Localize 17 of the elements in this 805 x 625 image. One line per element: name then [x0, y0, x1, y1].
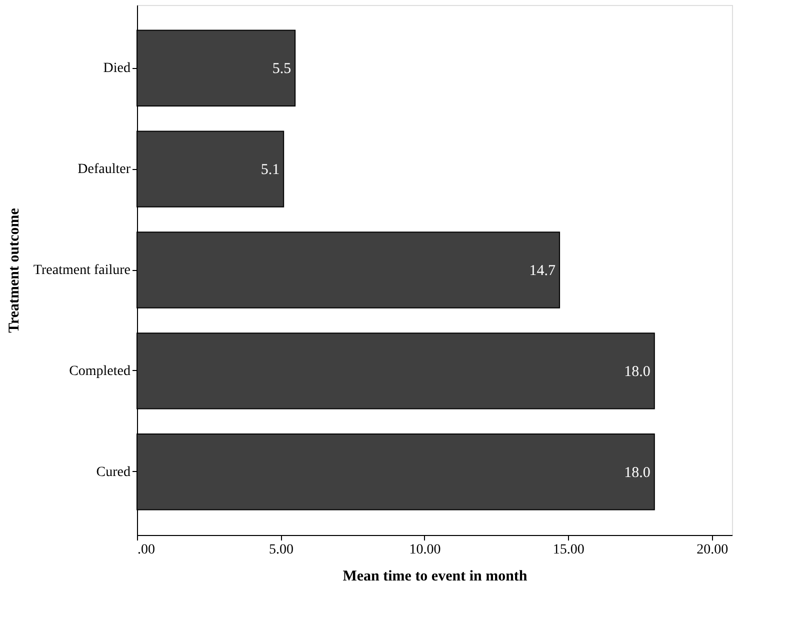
data-label: 18.0 [624, 464, 650, 481]
x-axis-title: Mean time to event in month [342, 568, 528, 584]
y-tick-label: Cured [96, 464, 130, 480]
y-tick-label: Died [103, 61, 130, 76]
y-tick-label: Completed [69, 364, 130, 379]
data-label: 18.0 [624, 364, 650, 380]
y-tick-label: Treatment failure [33, 263, 130, 278]
x-tick-label: 20.00 [696, 542, 728, 558]
y-tick-label: Defaulter [78, 162, 131, 178]
x-tick-label: 15.00 [552, 542, 584, 558]
x-tick-label: 5.00 [268, 542, 294, 558]
data-label: 5.1 [260, 162, 280, 178]
data-label: 14.7 [529, 263, 556, 279]
y-axis-title: Treatment outcome [6, 208, 22, 333]
data-label: 5.5 [272, 61, 292, 78]
x-tick-label: .00 [138, 542, 155, 558]
x-tick-label: 10.00 [409, 542, 441, 558]
